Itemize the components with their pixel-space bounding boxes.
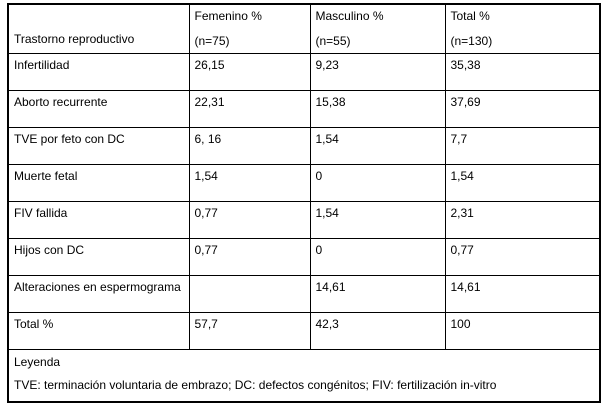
header-femenino-label: Femenino % [194, 9, 262, 23]
cell-femenino: 0,77 [188, 237, 311, 276]
legend-row: Leyenda TVE: terminación voluntaria de e… [7, 348, 601, 403]
header-cell-trastorno: Trastorno reproductivo [7, 3, 190, 54]
row-label: TVE por feto con DC [7, 126, 190, 165]
cell-masculino: 0 [309, 237, 446, 276]
table-row: TVE por feto con DC 6, 16 1,54 7,7 [7, 126, 601, 165]
cell-total: 37,69 [444, 89, 601, 128]
legend-text: TVE: terminación voluntaria de embrazo; … [14, 377, 497, 392]
cell-masculino: 1,54 [309, 126, 446, 165]
row-label: Total % [7, 311, 190, 350]
row-label: Aborto recurrente [7, 89, 190, 128]
cell-femenino: 26,15 [188, 52, 311, 91]
header-cell-total: Total % (n=130) [444, 3, 601, 54]
cell-femenino: 0,77 [188, 200, 311, 239]
header-masculino-n: (n=55) [315, 34, 351, 48]
legend-title: Leyenda [14, 354, 61, 369]
table-row: Infertilidad 26,15 9,23 35,38 [7, 52, 601, 91]
cell-total: 14,61 [444, 274, 601, 313]
cell-total: 0,77 [444, 237, 601, 276]
cell-femenino: 22,31 [188, 89, 311, 128]
cell-masculino: 14,61 [309, 274, 446, 313]
table-row: Aborto recurrente 22,31 15,38 37,69 [7, 89, 601, 128]
table-row-total: Total % 57,7 42,3 100 [7, 311, 601, 350]
header-cell-femenino: Femenino % (n=75) [188, 3, 311, 54]
header-total-label: Total % [450, 9, 490, 23]
row-label: Infertilidad [7, 52, 190, 91]
cell-total: 2,31 [444, 200, 601, 239]
row-label: Muerte fetal [7, 163, 190, 202]
header-total-n: (n=130) [450, 34, 493, 48]
row-label: FIV fallida [7, 200, 190, 239]
row-label: Hijos con DC [7, 237, 190, 276]
header-cell-masculino: Masculino % (n=55) [309, 3, 446, 54]
cell-total: 100 [444, 311, 601, 350]
cell-masculino: 1,54 [309, 200, 446, 239]
row-label: Alteraciones en espermograma [7, 274, 190, 313]
cell-femenino: 1,54 [188, 163, 311, 202]
table-row: FIV fallida 0,77 1,54 2,31 [7, 200, 601, 239]
cell-femenino: 6, 16 [188, 126, 311, 165]
cell-masculino: 42,3 [309, 311, 446, 350]
cell-femenino: 57,7 [188, 311, 311, 350]
cell-total: 7,7 [444, 126, 601, 165]
table-row: Hijos con DC 0,77 0 0,77 [7, 237, 601, 276]
cell-femenino [188, 274, 311, 313]
table-row: Alteraciones en espermograma 14,61 14,61 [7, 274, 601, 313]
header-row-label: Trastorno reproductivo [14, 31, 135, 46]
header-row: Trastorno reproductivo Femenino % (n=75)… [7, 3, 601, 54]
cell-total: 35,38 [444, 52, 601, 91]
cell-total: 1,54 [444, 163, 601, 202]
table-row: Muerte fetal 1,54 0 1,54 [7, 163, 601, 202]
cell-masculino: 15,38 [309, 89, 446, 128]
header-masculino-label: Masculino % [315, 9, 384, 23]
header-femenino-n: (n=75) [194, 34, 230, 48]
cell-masculino: 0 [309, 163, 446, 202]
cell-masculino: 9,23 [309, 52, 446, 91]
legend-cell: Leyenda TVE: terminación voluntaria de e… [7, 348, 601, 403]
reproductive-disorders-table: Trastorno reproductivo Femenino % (n=75)… [7, 3, 601, 403]
